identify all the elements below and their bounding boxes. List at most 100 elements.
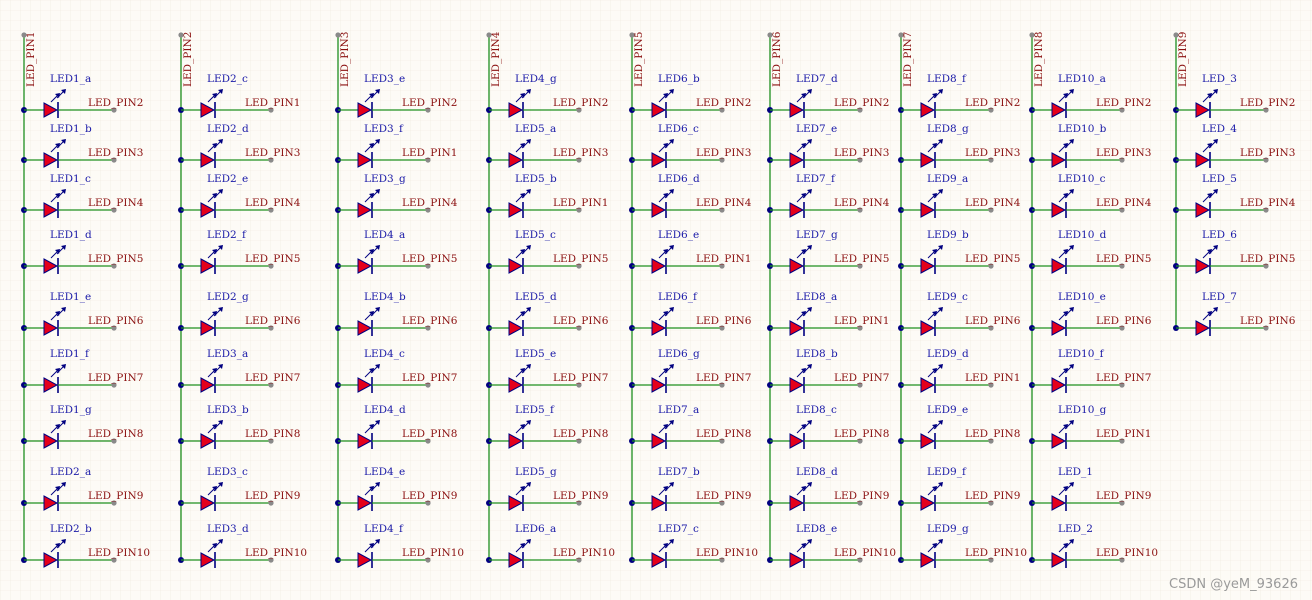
led-row: LED3_g LED_PIN4 xyxy=(335,173,458,218)
net-label: LED_PIN10 xyxy=(696,547,758,559)
net-label: LED_PIN4 xyxy=(1240,197,1296,209)
led-row: LED7_e LED_PIN3 xyxy=(767,123,889,168)
led-designator-label: LED9_a xyxy=(927,173,968,185)
led-designator-label: LED1_g xyxy=(50,404,92,416)
led-row: LED7_c LED_PIN10 xyxy=(629,523,758,568)
pin-end-terminal xyxy=(1119,382,1125,388)
led-designator-label: LED3_d xyxy=(207,523,249,535)
led-diode-icon xyxy=(789,433,805,449)
led-diode-icon xyxy=(1195,258,1211,274)
led-row: LED5_b LED_PIN1 xyxy=(486,173,608,218)
led-designator-label: LED3_e xyxy=(364,73,405,85)
pin-end-terminal xyxy=(988,325,994,331)
net-label: LED_PIN5 xyxy=(1096,253,1151,265)
led-diode-icon xyxy=(651,102,667,118)
net-label: LED_PIN9 xyxy=(553,490,608,502)
led-row: LED2_g LED_PIN6 xyxy=(178,291,301,336)
pin-end-terminal xyxy=(988,263,994,269)
led-diode-icon xyxy=(357,377,373,393)
led-row: LED10_d LED_PIN5 xyxy=(1029,229,1151,274)
led-designator-label: LED8_g xyxy=(927,123,969,135)
emission-arrows-icon xyxy=(1202,89,1218,103)
emission-arrows-icon xyxy=(1058,539,1074,553)
led-diode-icon xyxy=(1195,320,1211,336)
port-terminal xyxy=(898,32,904,38)
led-diode-icon xyxy=(789,152,805,168)
led-row: LED1_d LED_PIN5 xyxy=(21,229,143,274)
led-designator-label: LED6_d xyxy=(658,173,700,185)
emission-arrows-icon xyxy=(927,539,943,553)
led-designator-label: LED7_b xyxy=(658,466,700,478)
pin-end-terminal xyxy=(268,500,274,506)
led-designator-label: LED6_e xyxy=(658,229,699,241)
led-designator-label: LED5_d xyxy=(515,291,557,303)
net-label: LED_PIN9 xyxy=(88,490,143,502)
led-diode-icon xyxy=(789,258,805,274)
led-designator-label: LED5_g xyxy=(515,466,557,478)
led-diode-icon xyxy=(1195,102,1211,118)
pin-end-terminal xyxy=(268,557,274,563)
led-designator-label: LED9_e xyxy=(927,404,968,416)
led-designator-label: LED1_c xyxy=(50,173,91,185)
emission-arrows-icon xyxy=(515,89,531,103)
led-designator-label: LED10_d xyxy=(1058,229,1107,241)
port-label: LED_PIN8 xyxy=(1033,32,1045,87)
emission-arrows-icon xyxy=(207,245,223,259)
led-diode-icon xyxy=(920,552,936,568)
pin-end-terminal xyxy=(111,207,117,213)
led-diode-icon xyxy=(1051,552,1067,568)
led-row: LED6_e LED_PIN1 xyxy=(629,229,751,274)
led-diode-icon xyxy=(43,552,59,568)
pin-end-terminal xyxy=(425,325,431,331)
led-row: LED4_f LED_PIN10 xyxy=(335,523,464,568)
led-diode-icon xyxy=(920,152,936,168)
led-diode-icon xyxy=(200,377,216,393)
led-diode-icon xyxy=(1051,320,1067,336)
pin-end-terminal xyxy=(111,263,117,269)
net-label: LED_PIN10 xyxy=(553,547,615,559)
led-row: LED10_e LED_PIN6 xyxy=(1029,291,1152,336)
pin-end-terminal xyxy=(1263,107,1269,113)
led-row: LED5_e LED_PIN7 xyxy=(486,348,608,393)
led-row: LED2_e LED_PIN4 xyxy=(178,173,301,218)
led-column: LED_PIN2 LED2_cLED_PIN1LED2_dLED_PIN3LED2… xyxy=(178,32,307,568)
pin-end-terminal xyxy=(111,107,117,113)
led-diode-icon xyxy=(508,258,524,274)
port-terminal xyxy=(486,32,492,38)
net-label: LED_PIN8 xyxy=(696,428,751,440)
led-diode-icon xyxy=(357,202,373,218)
led-row: LED3_b LED_PIN8 xyxy=(178,404,300,449)
net-label: LED_PIN3 xyxy=(88,147,143,159)
net-label: LED_PIN7 xyxy=(834,372,889,384)
emission-arrows-icon xyxy=(207,539,223,553)
port-terminal xyxy=(335,32,341,38)
pin-end-terminal xyxy=(719,557,725,563)
led-diode-icon xyxy=(508,202,524,218)
pin-end-terminal xyxy=(1119,157,1125,163)
led-designator-label: LED_5 xyxy=(1202,173,1237,185)
emission-arrows-icon xyxy=(796,245,812,259)
net-label: LED_PIN3 xyxy=(553,147,608,159)
led-row: LED7_g LED_PIN5 xyxy=(767,229,889,274)
led-diode-icon xyxy=(43,102,59,118)
pin-end-terminal xyxy=(111,157,117,163)
port-label: LED_PIN9 xyxy=(1177,32,1189,87)
led-column: LED_PIN4 LED4_gLED_PIN2LED5_aLED_PIN3LED5… xyxy=(486,31,615,568)
net-label: LED_PIN6 xyxy=(245,315,301,327)
emission-arrows-icon xyxy=(1058,420,1074,434)
pin-end-terminal xyxy=(268,207,274,213)
led-designator-label: LED5_a xyxy=(515,123,556,135)
pin-end-terminal xyxy=(857,438,863,444)
emission-arrows-icon xyxy=(50,364,66,378)
net-label: LED_PIN10 xyxy=(1096,547,1158,559)
led-diode-icon xyxy=(789,202,805,218)
led-column: LED_PIN1 LED1_aLED_PIN2LED1_bLED_PIN3LED1… xyxy=(21,32,150,568)
emission-arrows-icon xyxy=(1202,307,1218,321)
led-row: LED1_b LED_PIN3 xyxy=(21,123,143,168)
pin-end-terminal xyxy=(719,438,725,444)
led-row: LED1_a LED_PIN2 xyxy=(21,73,143,118)
net-label: LED_PIN5 xyxy=(245,253,300,265)
